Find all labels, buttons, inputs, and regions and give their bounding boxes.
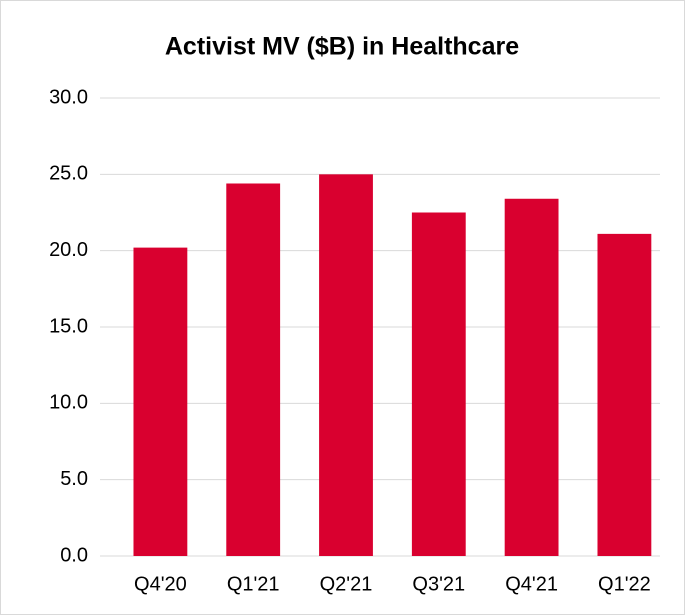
- x-tick-label: Q1'22: [598, 573, 651, 595]
- y-tick-label: 5.0: [60, 468, 88, 490]
- bar: [411, 212, 466, 556]
- x-tick-label: Q1'21: [227, 573, 280, 595]
- y-tick-label: 20.0: [49, 239, 88, 261]
- y-tick-label: 10.0: [49, 392, 88, 414]
- y-tick-label: 25.0: [49, 163, 88, 185]
- bar: [226, 183, 281, 556]
- chart-title: Activist MV ($B) in Healthcare: [165, 33, 519, 61]
- y-tick-label: 30.0: [49, 86, 88, 108]
- bar: [319, 174, 373, 557]
- y-tick-label: 0.0: [60, 544, 88, 566]
- bar: [133, 247, 188, 556]
- x-tick-label: Q3'21: [412, 573, 465, 595]
- x-tick-label: Q4'21: [505, 573, 558, 595]
- x-tick-label: Q4'20: [134, 573, 187, 595]
- bar: [504, 198, 559, 556]
- x-tick-label: Q2'21: [320, 573, 373, 595]
- bar: [597, 233, 652, 556]
- y-tick-label: 15.0: [49, 315, 88, 337]
